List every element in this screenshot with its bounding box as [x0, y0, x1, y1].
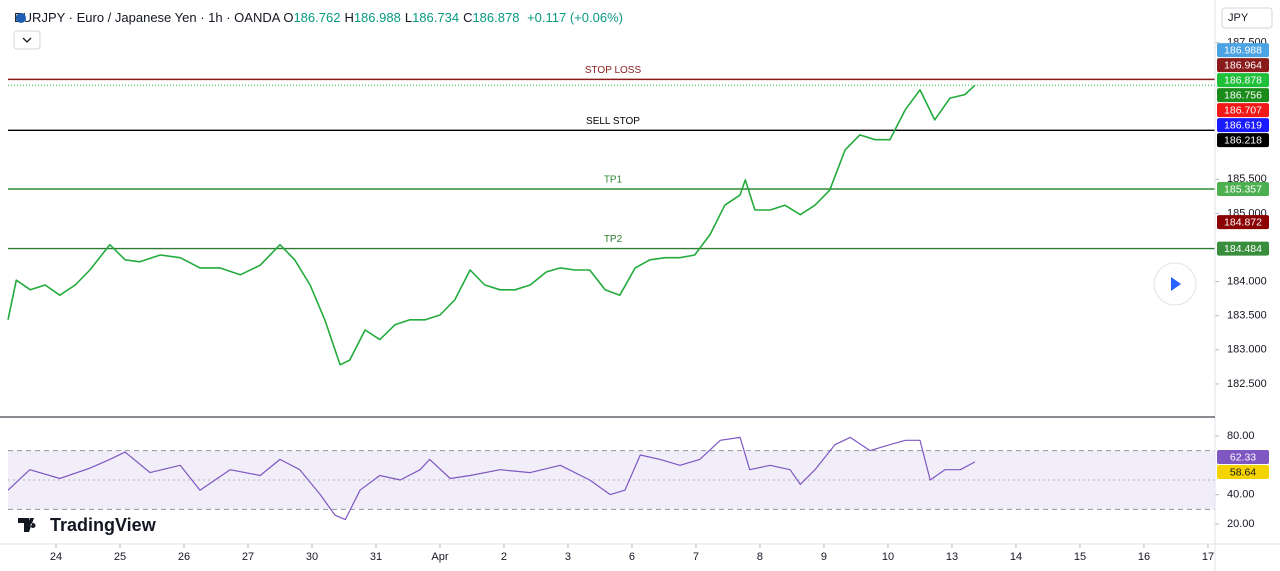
- x-tick-label: 13: [946, 551, 958, 563]
- price-badge-label: 186.878: [1224, 74, 1262, 86]
- ohlc-key: H: [344, 10, 354, 25]
- change: +0.117 (+0.06%): [527, 10, 623, 25]
- collapse-button[interactable]: [13, 30, 41, 50]
- level-label: TP1: [604, 175, 623, 186]
- price-badge-label: 186.707: [1224, 104, 1262, 116]
- x-tick-label: 25: [114, 551, 126, 563]
- x-tick-label: 24: [50, 551, 62, 563]
- x-tick-label: 2: [501, 551, 507, 563]
- price-badge-label: 186.218: [1224, 134, 1262, 146]
- price-badge: [1217, 241, 1269, 256]
- price-badge: [1217, 465, 1269, 480]
- price-badge-label: 58.64: [1230, 466, 1256, 478]
- price-badge: [1217, 450, 1269, 465]
- x-tick-label: 14: [1010, 551, 1022, 563]
- y-tick-label: 184.000: [1227, 275, 1267, 287]
- x-tick-label: 7: [693, 551, 699, 563]
- price-badge-label: 62.33: [1230, 451, 1256, 463]
- play-icon: [1171, 277, 1181, 291]
- x-tick-label: 17: [1202, 551, 1214, 563]
- level-label: TP2: [604, 234, 623, 245]
- y-tick-label: 183.000: [1227, 344, 1267, 356]
- ohlc-key: L: [404, 10, 413, 25]
- ohlc-value: 186.734: [412, 10, 460, 25]
- ohlc-key: O: [283, 10, 294, 25]
- x-tick-label: 26: [178, 551, 190, 563]
- symbol-title: EURJPY · Euro / Japanese Yen · 1h · OAND…: [14, 10, 280, 25]
- symbol-icon: [16, 13, 26, 23]
- price-badge: [1217, 43, 1269, 58]
- x-tick-label: 31: [370, 551, 382, 563]
- y-tick-label: 40.00: [1227, 489, 1255, 501]
- price-badge: [1217, 118, 1269, 133]
- ohlc: O186.762 H186.988 L186.734 C186.878: [283, 10, 523, 25]
- price-badge-label: 184.872: [1224, 216, 1262, 228]
- x-tick-label: 27: [242, 551, 254, 563]
- price-badge-label: 186.619: [1224, 119, 1262, 131]
- level-label: SELL STOP: [586, 116, 640, 127]
- currency-box[interactable]: [1221, 7, 1273, 29]
- level-label: STOP LOSS: [585, 65, 642, 76]
- x-tick-label: 15: [1074, 551, 1086, 563]
- price-badge: [1217, 133, 1269, 148]
- ohlc-key: C: [463, 10, 473, 25]
- y-tick-label: 183.500: [1227, 310, 1267, 322]
- price-badge-label: 186.964: [1224, 59, 1262, 71]
- brand: TradingView: [50, 515, 157, 535]
- price-badge-label: 185.357: [1224, 183, 1262, 195]
- x-tick-label: 9: [821, 551, 827, 563]
- price-line: [7, 84, 976, 366]
- price-badge-label: 184.484: [1224, 243, 1262, 255]
- x-tick-label: Apr: [431, 551, 448, 563]
- x-tick-label: 6: [629, 551, 635, 563]
- symbol-header: EURJPY · Euro / Japanese Yen · 1h · OAND…: [14, 10, 627, 25]
- chevron: [22, 37, 32, 43]
- currency: JPY: [1228, 12, 1249, 24]
- ohlc-value: 186.762: [293, 10, 341, 25]
- price-badge: [1217, 182, 1269, 197]
- price-badge: [1217, 215, 1269, 230]
- x-tick-label: 8: [757, 551, 763, 563]
- x-tick-label: 3: [565, 551, 571, 563]
- price-badge: [1217, 58, 1269, 73]
- x-tick-label: 10: [882, 551, 894, 563]
- price-badge-label: 186.988: [1224, 44, 1262, 56]
- brand-logo: [18, 518, 36, 532]
- ohlc-value: 186.988: [353, 10, 401, 25]
- x-tick-label: 16: [1138, 551, 1150, 563]
- y-tick-label: 80.00: [1227, 430, 1255, 442]
- rsi-line: [7, 436, 976, 521]
- price-badge-label: 186.756: [1224, 89, 1262, 101]
- y-tick-label: 20.00: [1227, 518, 1255, 530]
- price-badge: [1217, 88, 1269, 103]
- x-tick-label: 30: [306, 551, 318, 563]
- ohlc-value: 186.878: [472, 10, 520, 25]
- price-badge: [1217, 73, 1269, 88]
- price-badge: [1217, 103, 1269, 118]
- y-tick-label: 182.500: [1227, 378, 1267, 390]
